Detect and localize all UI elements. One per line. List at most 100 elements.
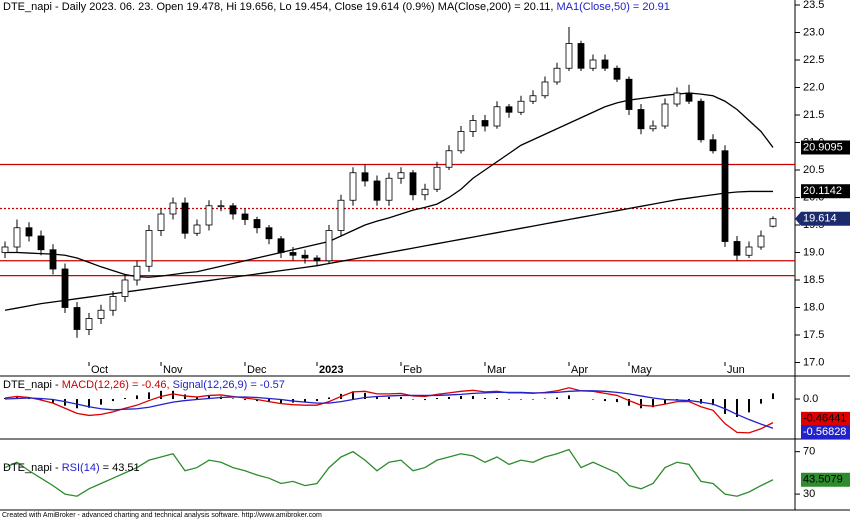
value-tag-box [801, 411, 850, 426]
candle-body [49, 249, 57, 270]
candle-body [541, 81, 549, 97]
candle-body [589, 59, 597, 69]
candle-body [697, 100, 705, 141]
y-tick-label: 22.0 [803, 81, 824, 93]
candle-body [193, 224, 201, 234]
candle-body [229, 205, 237, 215]
x-tick-label: Mar [487, 364, 506, 376]
candle-body [673, 92, 681, 105]
candle-body [253, 219, 261, 229]
candle-body [313, 257, 321, 262]
candle-body [409, 172, 417, 196]
y-tick-label: 21.5 [803, 109, 824, 121]
candle-body [613, 67, 621, 80]
title-part: MACD(12,26) = -0.46, [62, 379, 170, 391]
candle-body [337, 199, 345, 231]
candle-body [133, 265, 141, 281]
indicator-line [4, 448, 774, 497]
candle-body [277, 238, 285, 253]
candle-body [61, 268, 69, 308]
x-tick-label: Jun [727, 364, 745, 376]
candle-body [493, 106, 501, 127]
candle-body [1, 246, 9, 253]
y-tick-label: 22.5 [803, 54, 824, 66]
value-tag-box [801, 140, 850, 155]
candle-body [397, 172, 405, 179]
footer: Created with AmiBroker - advanced charti… [2, 512, 322, 519]
y-tick-label: 17.5 [803, 329, 824, 341]
x-tick-label: Oct [91, 364, 108, 376]
candle-body [625, 78, 633, 110]
candle-body [685, 92, 693, 102]
candle-body [469, 120, 477, 132]
candle-body [421, 188, 429, 196]
x-tick-label: May [631, 364, 652, 376]
candle-body [349, 172, 357, 201]
candle-body [481, 120, 489, 127]
x-tick-label: Dec [247, 364, 267, 376]
candle-body [637, 109, 645, 130]
title-part: MA1(Close,50) = 20.91 [557, 1, 670, 13]
candle-body [565, 43, 573, 69]
candle-body [445, 150, 453, 168]
candle-body [25, 227, 33, 237]
candle-body [457, 131, 465, 152]
candle-body [181, 202, 189, 234]
candle-body [109, 296, 117, 311]
candle-body [661, 103, 669, 127]
value-tag: 20.1142 [803, 185, 842, 197]
y-tick-label: 23.0 [803, 26, 824, 38]
value-tag-box [801, 211, 850, 226]
candle-body [757, 235, 765, 248]
candle-body [241, 213, 249, 220]
candle-body [97, 309, 105, 319]
y-tick-label: 20.5 [803, 164, 824, 176]
y-tick-label: 18.0 [803, 301, 824, 313]
candle-body [205, 205, 213, 226]
candle-body [649, 125, 657, 130]
tag-arrow [795, 211, 801, 226]
candle-body [217, 205, 225, 208]
candle-body [385, 177, 393, 201]
candle-body [709, 139, 717, 152]
candle-body [265, 227, 273, 240]
candle-body [169, 202, 177, 215]
candle-body [13, 227, 21, 248]
y-tick-label: 0.0 [803, 393, 818, 405]
candle-body [145, 230, 153, 267]
candle-body [289, 252, 297, 256]
value-tag: 19.614 [803, 213, 837, 225]
value-tag: -0.46441 [803, 413, 846, 425]
value-tag-box [801, 472, 850, 487]
moving-average [4, 190, 773, 311]
candle-body [325, 230, 333, 262]
candle-body [73, 307, 81, 330]
title-part: RSI(14) [62, 462, 100, 474]
y-tick-label: 18.5 [803, 274, 824, 286]
x-tick-label: Apr [571, 364, 588, 376]
value-tag: 20.9095 [803, 141, 843, 153]
y-tick-label: 17.0 [803, 356, 824, 368]
candle-body [85, 318, 93, 330]
panel-title: DTE_napi - RSI(14) = 43.51 [3, 462, 140, 474]
candle-body [769, 218, 777, 227]
y-tick-label: 23.5 [803, 0, 824, 11]
indicator-line [4, 387, 774, 434]
y-tick-label: 70 [803, 446, 815, 458]
x-tick-label: Feb [403, 364, 422, 376]
candle-body [529, 95, 537, 102]
candle-body [577, 43, 585, 69]
candle-body [301, 254, 309, 259]
indicator-line [4, 390, 774, 429]
title-part: DTE_napi - [3, 462, 62, 474]
candle-body [601, 59, 609, 69]
panel-title: DTE_napi - Daily 2023. 06. 23. Open 19.4… [3, 1, 670, 13]
candle-body [157, 213, 165, 231]
value-tag: -0.56828 [803, 426, 846, 438]
candle-body [121, 279, 129, 297]
value-tag-box [801, 184, 850, 199]
title-part: Signal(12,26,9) = -0.57 [170, 379, 285, 391]
candle-body [433, 166, 441, 190]
candle-body [505, 106, 513, 113]
